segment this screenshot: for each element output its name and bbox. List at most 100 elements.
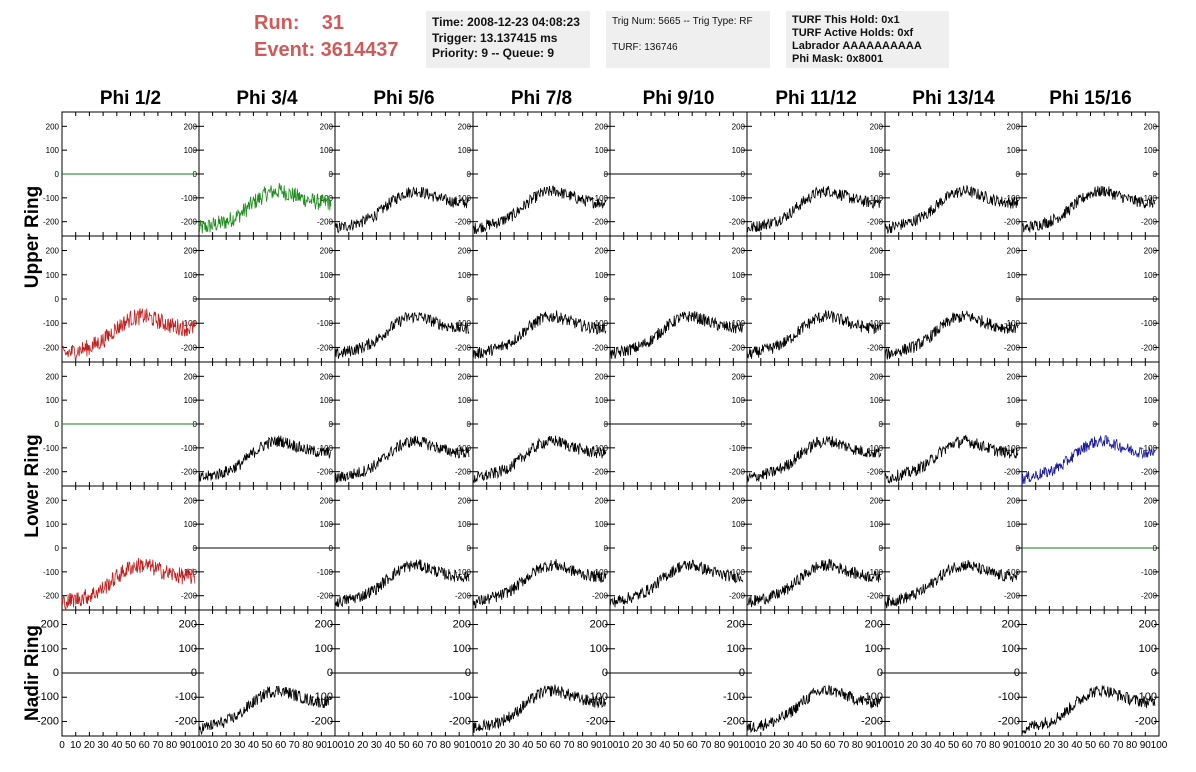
y-tick-label: 200: [41, 619, 59, 631]
y-tick-label: -200: [449, 715, 471, 727]
y-tick-label: -200: [1135, 715, 1157, 727]
y-tick-label: 200: [870, 247, 884, 256]
y-tick-label: 100: [732, 396, 746, 405]
y-tick-label: 100: [732, 271, 746, 280]
y-tick-label: 100: [320, 271, 334, 280]
x-tick-label: 40: [248, 740, 260, 751]
y-tick-label: 100: [732, 146, 746, 155]
waveform-trace: [334, 311, 470, 359]
x-tick-label: 50: [673, 740, 685, 751]
y-tick-label: 0: [741, 544, 746, 553]
y-tick-label: 0: [55, 420, 60, 429]
y-tick-label: -200: [592, 343, 609, 352]
x-tick-label: 70: [563, 740, 575, 751]
x-tick-label: 10: [207, 740, 219, 751]
panel-frame: [884, 111, 1023, 237]
y-tick-label: 200: [46, 496, 60, 505]
y-tick-label: -100: [1004, 568, 1021, 577]
x-tick-label: 60: [962, 740, 974, 751]
waveform-trace: [884, 434, 1019, 484]
turf-line: TURF: 136746: [612, 42, 678, 53]
x-tick-label: 70: [700, 740, 712, 751]
y-tick-label: 100: [315, 643, 333, 655]
x-tick-label: 70: [1112, 740, 1124, 751]
y-tick-label: 100: [1007, 271, 1021, 280]
y-tick-label: 200: [732, 122, 746, 131]
x-tick-label: 30: [646, 740, 658, 751]
y-tick-label: 200: [179, 619, 197, 631]
x-tick-label: 10: [618, 740, 630, 751]
y-tick-label: -200: [867, 218, 884, 227]
y-tick-label: -200: [729, 592, 746, 601]
run-number: Run: 31: [254, 12, 345, 34]
x-tick-label: 20: [769, 740, 781, 751]
y-tick-label: -100: [181, 194, 198, 203]
waveform-trace: [198, 435, 332, 482]
y-tick-label: 100: [184, 520, 198, 529]
waveform-trace: [884, 559, 1019, 609]
y-tick-label: 100: [41, 643, 59, 655]
y-tick-label: -200: [592, 218, 609, 227]
x-tick-label: 80: [302, 740, 314, 751]
y-tick-label: 100: [46, 271, 60, 280]
y-tick-label: -100: [1141, 194, 1158, 203]
y-tick-label: 100: [1007, 146, 1021, 155]
y-tick-label: 0: [193, 295, 198, 304]
y-tick-label: -100: [1141, 568, 1158, 577]
y-tick-label: 100: [184, 396, 198, 405]
y-tick-label: -200: [1141, 592, 1158, 601]
y-tick-label: -200: [455, 218, 472, 227]
x-tick-label: 40: [111, 740, 123, 751]
y-tick-label: 0: [55, 170, 60, 179]
run-event-label: Run: 31 Event: 3614437: [254, 10, 399, 64]
x-tick-label: 90: [728, 740, 740, 751]
y-tick-label: -200: [1141, 218, 1158, 227]
y-tick-label: 0: [467, 420, 472, 429]
turf-info-box: TURF This Hold: 0x1 TURF Active Holds: 0…: [786, 11, 949, 68]
y-tick-label: 0: [604, 295, 609, 304]
y-tick-label: 100: [458, 396, 472, 405]
column-title: Phi 13/14: [912, 88, 995, 109]
y-tick-label: 200: [320, 247, 334, 256]
y-tick-label: 200: [458, 247, 472, 256]
y-tick-label: -100: [317, 319, 334, 328]
y-tick-label: -200: [317, 218, 334, 227]
y-tick-label: 200: [184, 496, 198, 505]
waveform-trace: [884, 310, 1019, 360]
y-tick-label: 0: [879, 295, 884, 304]
y-tick-label: -200: [181, 468, 198, 477]
y-tick-label: -200: [1141, 343, 1158, 352]
y-tick-label: 0: [327, 667, 333, 679]
x-tick-label: 100: [877, 740, 894, 751]
y-tick-label: -200: [317, 592, 334, 601]
waveform-trace: [472, 435, 607, 484]
y-tick-label: -100: [867, 444, 884, 453]
y-tick-label: 100: [595, 520, 609, 529]
y-tick-label: 0: [604, 170, 609, 179]
y-tick-label: 100: [179, 643, 197, 655]
y-tick-label: 0: [467, 170, 472, 179]
x-tick-label: 60: [139, 740, 151, 751]
y-tick-label: 100: [1139, 643, 1157, 655]
x-tick-label: 50: [948, 740, 960, 751]
y-tick-label: -100: [43, 319, 60, 328]
y-tick-label: 100: [320, 520, 334, 529]
x-tick-label: 50: [125, 740, 137, 751]
panel-frame: [1021, 361, 1160, 487]
x-tick-label: 70: [838, 740, 850, 751]
x-tick-label: 10: [70, 740, 82, 751]
y-tick-label: -200: [311, 715, 333, 727]
panel-frame: [746, 485, 886, 611]
panel-frame: [334, 485, 474, 611]
waveform-trace: [61, 557, 196, 610]
x-tick-label: 70: [975, 740, 987, 751]
waveform-trace: [61, 308, 196, 361]
x-tick-label: 30: [1058, 740, 1070, 751]
y-tick-label: -100: [181, 319, 198, 328]
y-tick-label: -200: [43, 218, 60, 227]
y-tick-label: -200: [867, 343, 884, 352]
y-tick-label: 200: [46, 372, 60, 381]
y-tick-label: 100: [458, 271, 472, 280]
column-title: Phi 5/6: [373, 88, 434, 109]
x-tick-label: 90: [591, 740, 603, 751]
